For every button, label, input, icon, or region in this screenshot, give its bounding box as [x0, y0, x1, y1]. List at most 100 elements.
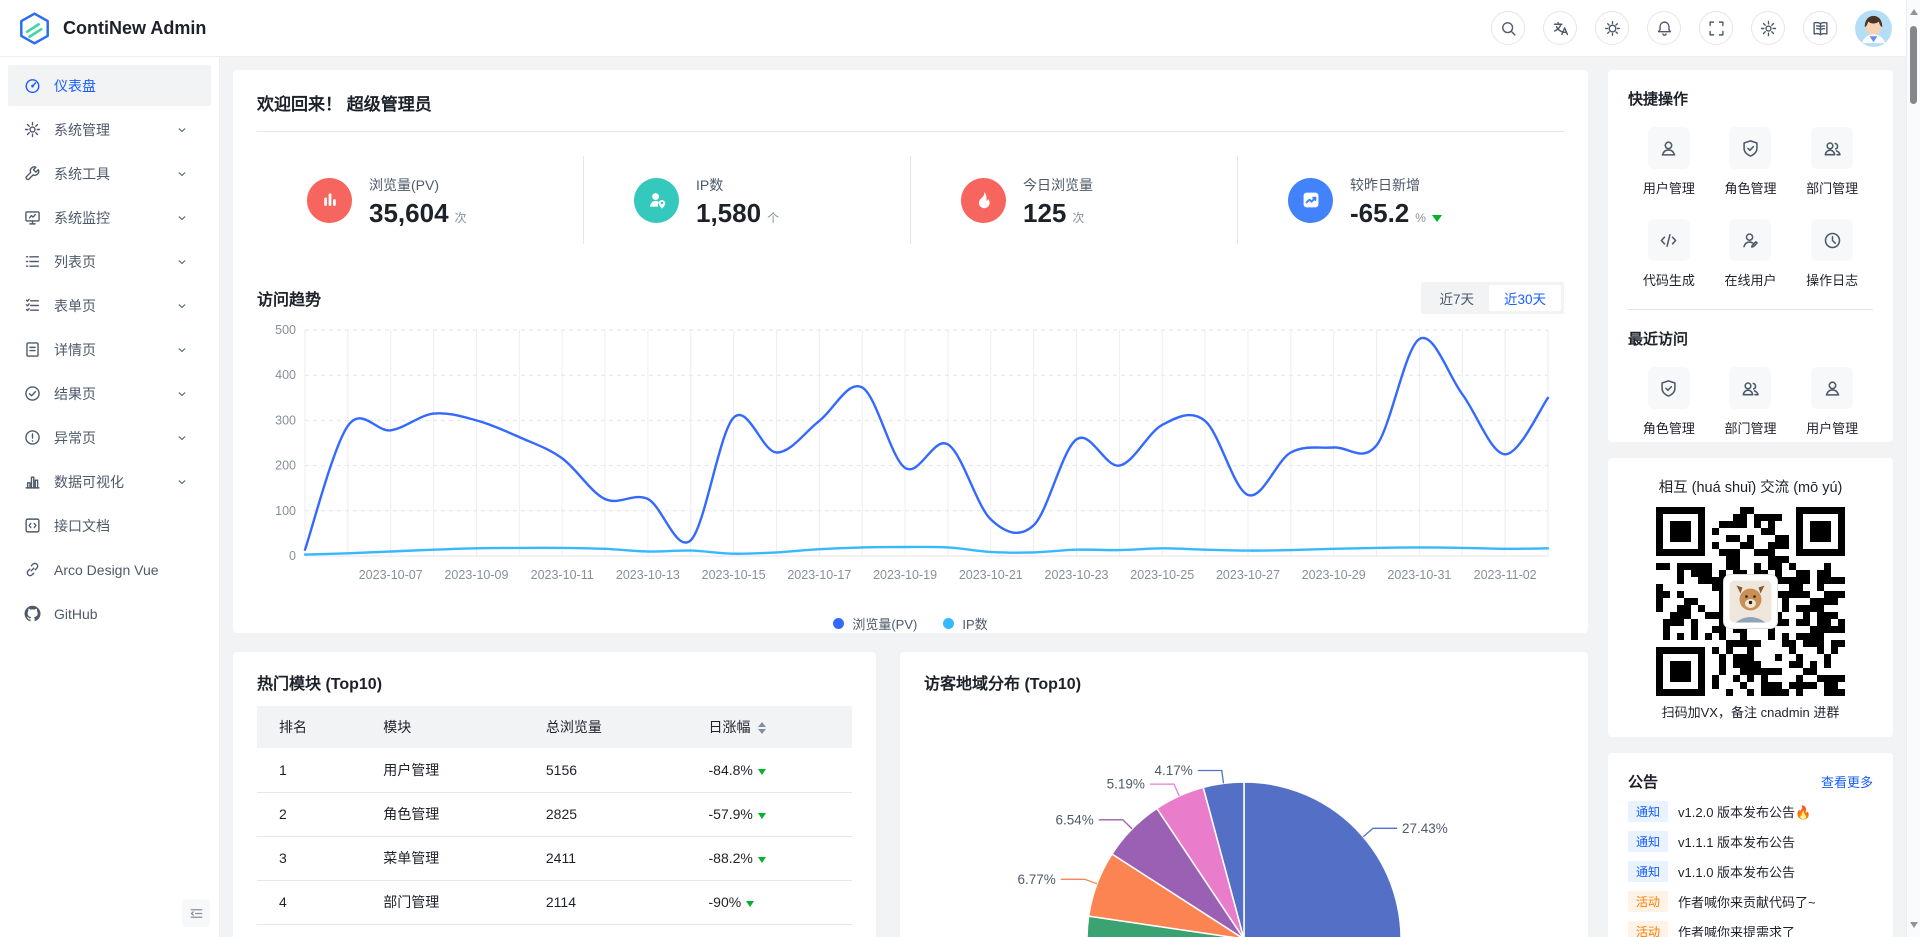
search-button[interactable]	[1491, 11, 1525, 45]
range-tab-7d[interactable]: 近7天	[1439, 292, 1474, 307]
sidebar-item-github[interactable]: GitHub	[8, 593, 211, 634]
range-segmented-control: 近7天 近30天	[1421, 282, 1564, 314]
trend-title: 访问趋势	[257, 292, 322, 309]
sidebar-item-detail[interactable]: 详情页	[8, 329, 211, 370]
users-icon	[1741, 379, 1760, 398]
scrollbar-down-arrow-icon[interactable]	[1910, 922, 1918, 928]
column-header: 总浏览量	[523, 706, 687, 748]
svg-text:2023-10-21: 2023-10-21	[959, 568, 1023, 582]
stat-label: 浏览量(PV)	[369, 176, 439, 193]
sidebar-item-link[interactable]: Arco Design Vue	[8, 549, 211, 590]
docs-icon	[1812, 20, 1829, 37]
sidebar-collapse-button[interactable]	[182, 899, 210, 927]
shortcut-user-online[interactable]: 在线用户	[1710, 219, 1792, 289]
result-icon	[24, 385, 41, 402]
shortcut-user[interactable]: 用户管理	[1628, 127, 1710, 197]
sidebar-item-settings[interactable]: 系统管理	[8, 109, 211, 150]
stat-label: 较昨日新增	[1350, 176, 1420, 193]
sidebar-item-list[interactable]: 列表页	[8, 241, 211, 282]
sidebar-item-result[interactable]: 结果页	[8, 373, 211, 414]
theme-icon	[1604, 20, 1621, 37]
svg-text:2023-10-07: 2023-10-07	[359, 568, 423, 582]
docs-button[interactable]	[1803, 11, 1837, 45]
api-doc-icon	[24, 517, 41, 534]
user-online-icon	[1741, 231, 1760, 250]
sidebar-item-label: 表单页	[54, 297, 96, 314]
sort-carets-icon[interactable]	[757, 722, 766, 735]
stat-pv: 浏览量(PV) 35,604 次	[257, 156, 583, 244]
fullscreen-button[interactable]	[1699, 11, 1733, 45]
column-header: 排名	[257, 706, 362, 748]
announcement-item[interactable]: 通知 v1.1.1 版本发布公告	[1628, 831, 1873, 852]
svg-text:500: 500	[275, 323, 296, 337]
sidebar-item-monitor[interactable]: 系统监控	[8, 197, 211, 238]
sidebar-item-label: 接口文档	[54, 517, 110, 534]
user-avatar[interactable]	[1855, 9, 1892, 47]
shortcut-shield-check[interactable]: 角色管理	[1628, 367, 1710, 437]
shortcut-users[interactable]: 部门管理	[1791, 127, 1873, 197]
scrollbar-up-arrow-icon[interactable]	[1910, 9, 1918, 15]
notification-button[interactable]	[1647, 11, 1681, 45]
legend-item-pv[interactable]: 浏览量(PV)	[833, 614, 917, 633]
sidebar-item-api-doc[interactable]: 接口文档	[8, 505, 211, 546]
shortcut-label: 代码生成	[1642, 273, 1695, 288]
sidebar-item-exception[interactable]: 异常页	[8, 417, 211, 458]
stat-value: 125 次	[1023, 197, 1085, 228]
announcement-text: 作者喊你来提需求了	[1678, 925, 1796, 937]
announcements-list: 通知 v1.2.0 版本发布公告🔥 通知 v1.1.1 版本发布公告 通知 v1.1.0 …	[1628, 801, 1873, 937]
chevron-down-icon	[176, 256, 188, 268]
settings-button[interactable]	[1751, 11, 1785, 45]
announcements-title: 公告	[1628, 774, 1659, 791]
svg-text:2023-10-17: 2023-10-17	[787, 568, 851, 582]
scrollbar-thumb[interactable]	[1910, 26, 1917, 104]
range-tab-30d[interactable]: 近30天	[1488, 285, 1561, 311]
announcement-item[interactable]: 活动 作者喊你来提需求了	[1628, 921, 1873, 937]
legend-item-ip[interactable]: IP数	[943, 614, 988, 633]
sidebar-item-label: 仪表盘	[54, 77, 96, 94]
svg-text:100: 100	[275, 504, 296, 518]
shortcut-history[interactable]: 操作日志	[1791, 219, 1873, 289]
visitor-region-title: 访客地域分布 (Top10)	[924, 676, 1082, 693]
column-header[interactable]: 日涨幅	[686, 706, 852, 748]
announcement-item[interactable]: 通知 v1.2.0 版本发布公告🔥	[1628, 801, 1873, 822]
visit-trend-chart[interactable]: 0 100 200 300 400 500 2023-10-07 2023-10-09 2023…	[257, 316, 1564, 612]
shortcut-shield-check[interactable]: 角色管理	[1710, 127, 1792, 197]
history-icon	[1823, 231, 1842, 250]
svg-text:2023-10-27: 2023-10-27	[1216, 568, 1280, 582]
shortcut-user[interactable]: 用户管理	[1791, 367, 1873, 437]
welcome-heading: 欢迎回来！ 超级管理员	[257, 70, 1564, 132]
view-more-link[interactable]: 查看更多	[1820, 775, 1873, 790]
qr-card: 相互 (huá shuǐ) 交流 (mō yú) 扫码加VX，备注 cnadmi…	[1608, 458, 1893, 737]
sidebar-item-tool[interactable]: 系统工具	[8, 153, 211, 194]
announcement-tag: 活动	[1628, 891, 1669, 912]
translate-button[interactable]	[1543, 11, 1577, 45]
monitor-icon	[24, 209, 41, 226]
table-row[interactable]: 2 角色管理 2825 -57.9%	[257, 792, 852, 837]
users-icon	[1823, 139, 1842, 158]
settings-icon	[1760, 20, 1777, 37]
stat-value: 35,604 次	[369, 197, 467, 228]
chevron-down-icon	[176, 168, 188, 180]
announcement-tag: 通知	[1628, 801, 1669, 822]
announcement-item[interactable]: 通知 v1.1.0 版本发布公告	[1628, 861, 1873, 882]
announcement-item[interactable]: 活动 作者喊你来贡献代码了~	[1628, 891, 1873, 912]
shortcut-label: 操作日志	[1806, 273, 1859, 288]
theme-button[interactable]	[1595, 11, 1629, 45]
table-row[interactable]: 4 部门管理 2114 -90%	[257, 880, 852, 925]
table-row[interactable]: 1 用户管理 5156 -84.8%	[257, 748, 852, 793]
trend-header: 访问趋势 近7天 近30天	[257, 282, 1564, 314]
sidebar-item-dataviz[interactable]: 数据可视化	[8, 461, 211, 502]
visitor-region-pie-chart[interactable]: 27.43% 6.77% 6.54% 5.19% 4.17%	[924, 706, 1564, 937]
hot-modules-title: 热门模块 (Top10)	[257, 676, 383, 693]
table-row[interactable]: 3 菜单管理 2411 -88.2%	[257, 836, 852, 881]
svg-text:2023-10-31: 2023-10-31	[1387, 568, 1451, 582]
sidebar-item-form[interactable]: 表单页	[8, 285, 211, 326]
logo[interactable]: ContiNew Admin	[18, 11, 206, 45]
legend-dot-icon	[833, 618, 845, 629]
shortcut-code[interactable]: 代码生成	[1628, 219, 1710, 289]
change-down-caret-icon	[757, 857, 766, 863]
shortcut-users[interactable]: 部门管理	[1710, 367, 1792, 437]
search-icon	[1500, 20, 1517, 37]
sidebar-item-dashboard[interactable]: 仪表盘	[8, 65, 211, 106]
